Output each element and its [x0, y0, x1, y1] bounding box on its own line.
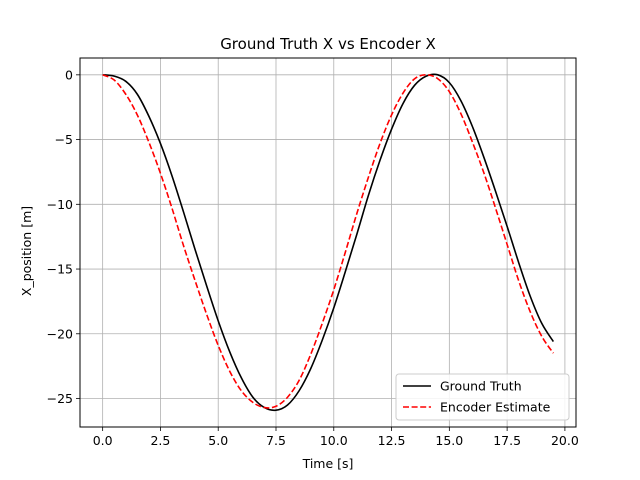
y-tick-label: −10	[47, 197, 73, 212]
legend: Ground Truth Encoder Estimate	[395, 373, 570, 421]
ticks: 0.0 2.5 5.0 7.5 10.0 12.5 15.0 17.5 20.0 0 −5 −10 −1…	[47, 67, 579, 448]
y-tick-label: −5	[55, 132, 73, 147]
x-axis-title: Time [s]	[302, 456, 354, 471]
grid	[80, 58, 576, 427]
x-tick-label: 20.0	[551, 433, 579, 448]
series-line-encoder-estimate	[102, 74, 555, 409]
y-tick-label: −20	[47, 326, 73, 341]
plot-frame	[79, 57, 577, 428]
x-tick-label: 7.5	[266, 433, 286, 448]
x-tick-label: 17.5	[493, 433, 521, 448]
x-tick-label: 5.0	[208, 433, 228, 448]
chart-title: Ground Truth X vs Encoder X	[220, 35, 436, 53]
legend-label: Ground Truth	[440, 379, 522, 394]
legend-box	[395, 373, 570, 421]
legend-label: Encoder Estimate	[440, 400, 551, 415]
series-line-ground-truth	[102, 73, 555, 412]
x-tick-label: 12.5	[378, 433, 406, 448]
y-tick-label: −25	[47, 391, 73, 406]
x-tick-label: 0.0	[93, 433, 113, 448]
series-layer	[102, 73, 555, 412]
y-tick-label: 0	[65, 67, 73, 82]
x-tick-label: 10.0	[320, 433, 348, 448]
y-axis-title: X_position [m]	[19, 206, 34, 296]
x-tick-label: 2.5	[150, 433, 170, 448]
x-tick-label: 15.0	[435, 433, 463, 448]
y-tick-label: −15	[47, 262, 73, 277]
